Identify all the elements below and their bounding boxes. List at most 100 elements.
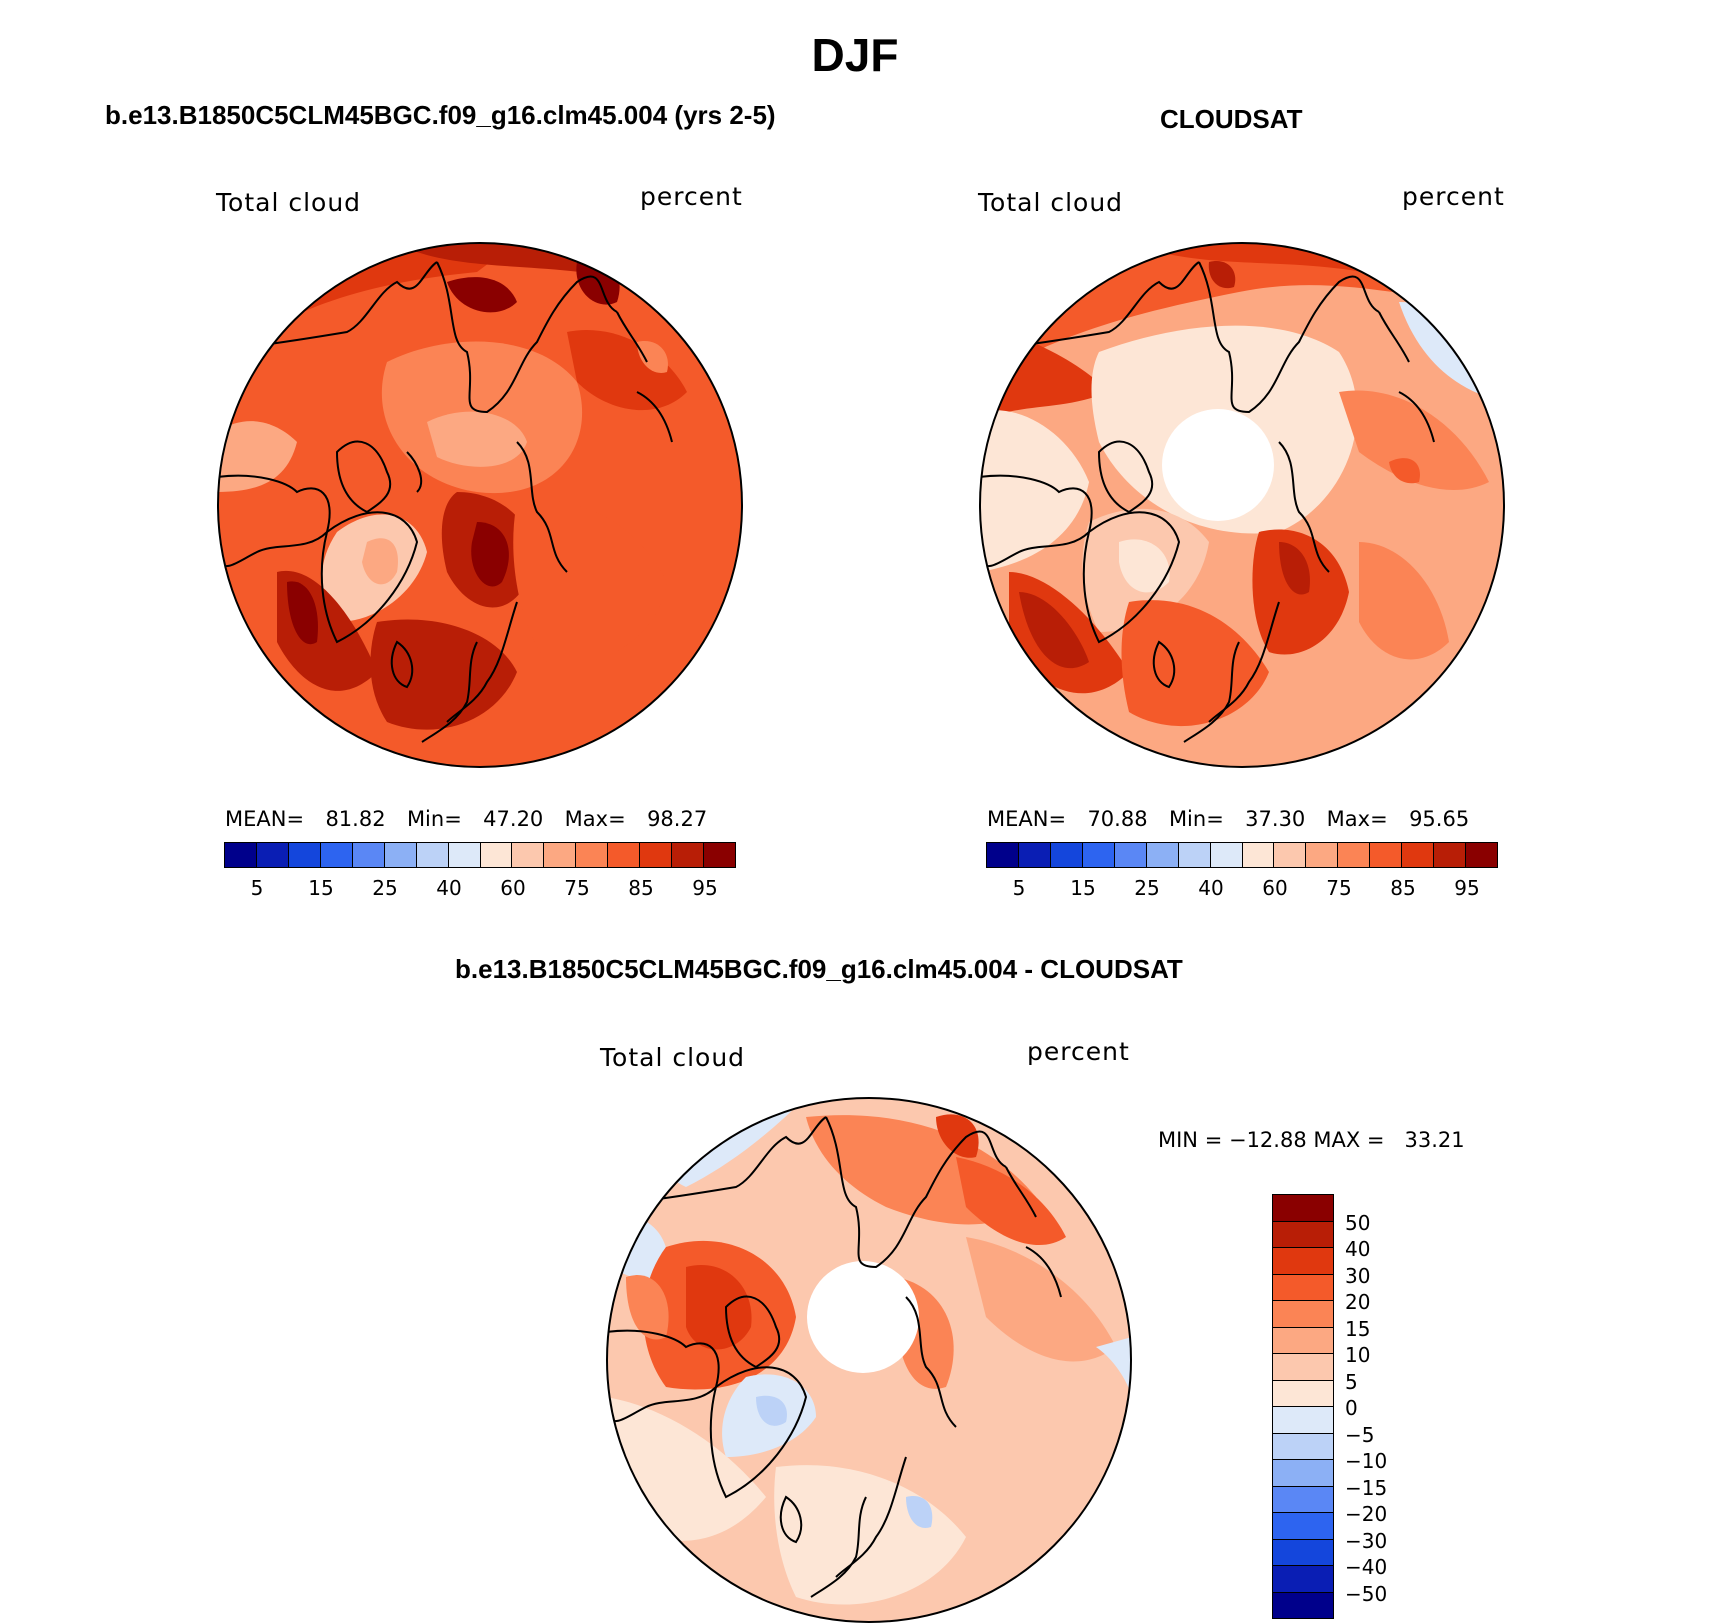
colorbar-swatch xyxy=(1273,1460,1333,1487)
colorbar-swatch xyxy=(1273,1513,1333,1540)
diff-tick: −20 xyxy=(1345,1502,1388,1526)
colorbar-swatch xyxy=(1370,843,1403,867)
colorbar-swatch xyxy=(320,843,353,867)
model-tick: 15 xyxy=(308,876,334,900)
colorbar-swatch xyxy=(512,843,545,867)
diff-tick: 20 xyxy=(1345,1290,1371,1314)
obs-tick: 85 xyxy=(1390,876,1416,900)
colorbar-swatch xyxy=(256,843,289,867)
colorbar-swatch xyxy=(1273,1380,1333,1407)
diff-tick: −10 xyxy=(1345,1449,1388,1473)
colorbar-swatch xyxy=(1273,1407,1333,1434)
diff-min-max: MIN = −12.88 MAX = 33.21 xyxy=(1158,1128,1465,1152)
model-max-value: 98.27 xyxy=(647,807,708,831)
colorbar-swatch xyxy=(1273,1248,1333,1275)
colorbar-swatch xyxy=(1114,843,1147,867)
diff-polar-map xyxy=(606,1097,1132,1623)
colorbar-swatch xyxy=(480,843,513,867)
model-variable-label: Total cloud xyxy=(216,188,362,217)
colorbar-swatch xyxy=(416,843,449,867)
colorbar-swatch xyxy=(225,843,257,867)
colorbar-swatch xyxy=(672,843,705,867)
colorbar-swatch xyxy=(448,843,481,867)
colorbar-swatch xyxy=(1273,1327,1333,1354)
diff-tick: −50 xyxy=(1345,1582,1388,1606)
model-polar-map xyxy=(217,242,743,768)
colorbar-swatch xyxy=(1273,1301,1333,1328)
model-tick: 60 xyxy=(500,876,526,900)
obs-polar-map xyxy=(979,242,1505,768)
colorbar-swatch xyxy=(1210,843,1243,867)
model-mean-label: MEAN= xyxy=(225,807,305,831)
colorbar-swatch xyxy=(1273,1221,1333,1248)
diff-units-label: percent xyxy=(1027,1037,1130,1066)
colorbar-swatch xyxy=(608,843,641,867)
obs-units-label: percent xyxy=(1402,182,1505,211)
colorbar-swatch xyxy=(1146,843,1179,867)
colorbar-swatch xyxy=(352,843,385,867)
colorbar-swatch xyxy=(1273,1486,1333,1513)
colorbar-swatch xyxy=(1242,843,1275,867)
colorbar-swatch xyxy=(1466,843,1497,867)
diff-tick: 10 xyxy=(1345,1343,1371,1367)
main-title: DJF xyxy=(811,29,899,81)
model-min-label: Min= xyxy=(406,807,462,831)
diff-tick: −30 xyxy=(1345,1529,1388,1553)
obs-min-value: 37.30 xyxy=(1245,807,1306,831)
obs-max-value: 95.65 xyxy=(1409,807,1470,831)
diff-tick: 0 xyxy=(1345,1396,1358,1420)
colorbar-swatch xyxy=(288,843,321,867)
colorbar-swatch xyxy=(544,843,577,867)
obs-stats: MEAN= 70.88 Min= 37.30 Max= 95.65 xyxy=(987,807,1469,831)
colorbar-swatch xyxy=(1018,843,1051,867)
model-tick: 5 xyxy=(250,876,264,900)
diff-panel-title: b.e13.B1850C5CLM45BGC.f09_g16.clm45.004 … xyxy=(455,954,1183,984)
model-tick: 85 xyxy=(628,876,654,900)
model-tick: 75 xyxy=(564,876,590,900)
colorbar-swatch xyxy=(1273,1354,1333,1381)
obs-mean-value: 70.88 xyxy=(1087,807,1148,831)
diff-tick: 50 xyxy=(1345,1211,1371,1235)
colorbar-swatch xyxy=(576,843,609,867)
colorbar-swatch xyxy=(640,843,673,867)
diff-tick: 15 xyxy=(1345,1317,1371,1341)
model-tick: 40 xyxy=(436,876,462,900)
model-min-value: 47.20 xyxy=(483,807,544,831)
model-mean-value: 81.82 xyxy=(325,807,386,831)
diff-variable-label: Total cloud xyxy=(600,1043,746,1072)
obs-min-label: Min= xyxy=(1168,807,1224,831)
colorbar-swatch xyxy=(1178,843,1211,867)
diff-tick: −15 xyxy=(1345,1476,1388,1500)
obs-panel-title: CLOUDSAT xyxy=(1160,104,1303,134)
colorbar-swatch xyxy=(1050,843,1083,867)
colorbar-swatch xyxy=(1273,1195,1333,1222)
obs-tick: 75 xyxy=(1326,876,1352,900)
colorbar-swatch xyxy=(1434,843,1467,867)
diff-tick: 5 xyxy=(1345,1370,1358,1394)
model-stats: MEAN= 81.82 Min= 47.20 Max= 98.27 xyxy=(225,807,707,831)
diff-tick: 30 xyxy=(1345,1264,1371,1288)
obs-tick: 15 xyxy=(1070,876,1096,900)
colorbar-swatch xyxy=(987,843,1019,867)
model-tick: 95 xyxy=(692,876,718,900)
colorbar-swatch xyxy=(1274,843,1307,867)
obs-variable-label: Total cloud xyxy=(978,188,1124,217)
obs-colorbar xyxy=(986,842,1498,868)
diff-tick: −5 xyxy=(1345,1423,1375,1447)
diff-colorbar xyxy=(1272,1194,1334,1619)
obs-max-label: Max= xyxy=(1326,807,1388,831)
colorbar-swatch xyxy=(1082,843,1115,867)
model-units-label: percent xyxy=(640,182,743,211)
obs-tick: 40 xyxy=(1198,876,1224,900)
model-panel-title: b.e13.B1850C5CLM45BGC.f09_g16.clm45.004 … xyxy=(105,100,776,130)
obs-tick: 25 xyxy=(1134,876,1160,900)
colorbar-swatch xyxy=(1273,1433,1333,1460)
model-tick: 25 xyxy=(372,876,398,900)
obs-tick: 95 xyxy=(1454,876,1480,900)
colorbar-swatch xyxy=(1273,1274,1333,1301)
obs-mean-label: MEAN= xyxy=(987,807,1067,831)
model-max-label: Max= xyxy=(564,807,626,831)
diff-tick: 40 xyxy=(1345,1237,1371,1261)
colorbar-swatch xyxy=(1306,843,1339,867)
obs-tick: 60 xyxy=(1262,876,1288,900)
